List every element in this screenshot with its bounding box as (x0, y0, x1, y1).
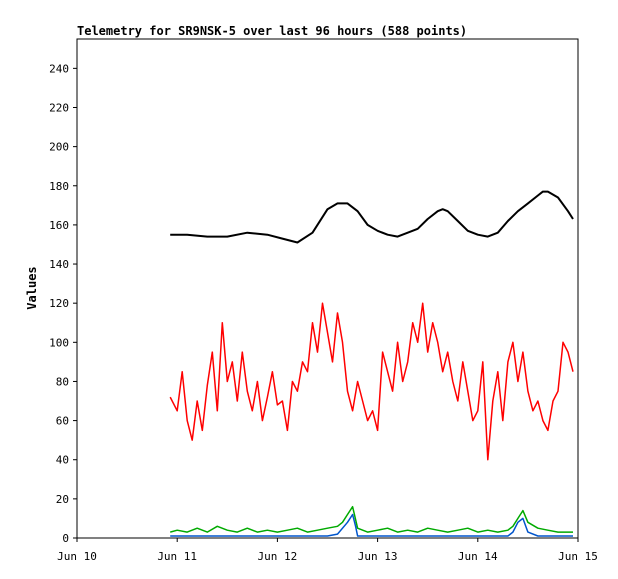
y-tick-label: 40 (56, 454, 69, 467)
y-tick-label: 160 (49, 219, 69, 232)
series-line-2 (170, 505, 573, 533)
y-tick-label: 20 (56, 493, 69, 506)
y-tick-label: 220 (49, 101, 69, 114)
y-tick-label: 0 (62, 532, 69, 545)
y-tick-label: 100 (49, 336, 69, 349)
chart-title: Telemetry for SR9NSK-5 over last 96 hour… (77, 24, 467, 38)
y-tick-label: 60 (56, 415, 69, 428)
y-tick-label: 240 (49, 62, 69, 75)
y-tick-label: 80 (56, 375, 69, 388)
y-tick-label: 120 (49, 297, 69, 310)
y-tick-label: 200 (49, 141, 69, 154)
x-tick-label: Jun 13 (358, 550, 398, 563)
y-tick-label: 180 (49, 180, 69, 193)
x-tick-label: Jun 15 (558, 550, 598, 563)
series-line-0 (170, 190, 574, 244)
x-tick-label: Jun 14 (458, 550, 498, 563)
x-tick-label: Jun 11 (157, 550, 197, 563)
series-line-3 (170, 513, 573, 537)
series-line-1 (169, 302, 574, 461)
y-axis-label: Values (25, 266, 39, 309)
x-tick-label: Jun 12 (258, 550, 298, 563)
plot-frame (76, 38, 579, 539)
x-tick-label: Jun 10 (57, 550, 97, 563)
y-tick-label: 140 (49, 258, 69, 271)
